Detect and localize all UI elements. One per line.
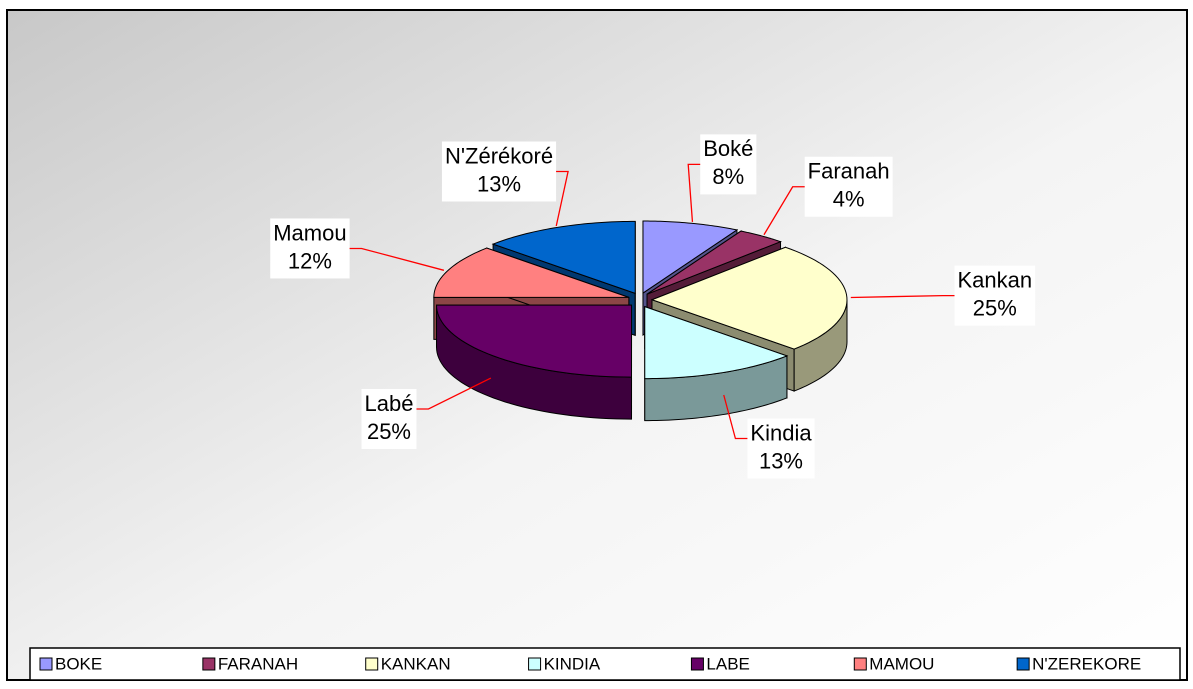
slice <box>433 247 630 298</box>
data-label: Kindia 13% <box>747 418 815 479</box>
legend-label: LABE <box>706 654 749 673</box>
legend-label: MAMOU <box>869 654 934 673</box>
leader-line <box>416 377 492 410</box>
legend-swatch <box>365 657 379 671</box>
slice-label: N'Zérékoré <box>445 143 553 168</box>
legend-label: BOKE <box>55 654 102 673</box>
data-label: Labé 25% <box>361 388 417 449</box>
data-label: Kankan 25% <box>954 265 1036 326</box>
leader-line <box>349 247 445 271</box>
slice <box>644 305 789 380</box>
data-label: Boké 8% <box>700 134 757 195</box>
value-label: 13% <box>477 171 521 196</box>
slice <box>435 304 633 378</box>
leader-line <box>555 170 569 227</box>
legend: BOKE FARANAH KANKAN KINDIA LABE MAMOU N'ZEREKO… <box>39 654 1141 673</box>
label-background <box>804 156 893 217</box>
data-label: N'Zérékoré 13% <box>441 141 557 202</box>
label-background <box>954 265 1036 326</box>
label-background <box>700 134 757 195</box>
value-label: 25% <box>973 295 1017 320</box>
pie-tops <box>433 220 848 380</box>
value-label: 13% <box>759 448 803 473</box>
value-label: 4% <box>833 187 865 212</box>
legend-label: FARANAH <box>218 654 298 673</box>
leader-line <box>763 186 805 236</box>
legend-swatch <box>853 657 867 671</box>
legend-swatch <box>1016 657 1030 671</box>
value-label: 25% <box>367 419 411 444</box>
data-labels: Boké 8% Faranah 4% Kankan 25% Kindia 13% Labé 25%… <box>270 134 1036 479</box>
slice <box>642 220 739 294</box>
legend-label: KINDIA <box>544 654 601 673</box>
label-background <box>361 388 417 449</box>
label-background <box>441 141 557 202</box>
label-background <box>747 418 815 479</box>
leader-line <box>687 163 701 222</box>
slice <box>650 246 848 350</box>
legend-box <box>29 647 1181 681</box>
legend-swatch <box>690 657 704 671</box>
legend-swatch <box>202 657 216 671</box>
leader-line <box>723 394 748 440</box>
slice-label: Mamou <box>273 220 346 245</box>
slice-label: Faranah <box>808 159 890 184</box>
legend-swatch <box>528 657 542 671</box>
legend-swatch <box>39 657 53 671</box>
slice <box>491 220 636 295</box>
data-label: Mamou 12% <box>270 218 350 279</box>
slice-label: Kankan <box>958 267 1033 292</box>
value-label: 8% <box>712 164 744 189</box>
legend-label: N'ZEREKORE <box>1032 654 1141 673</box>
value-label: 12% <box>288 248 332 273</box>
legend-label: KANKAN <box>381 654 451 673</box>
leader-line <box>850 294 955 299</box>
slice-label: Kindia <box>750 420 812 445</box>
slice-label: Boké <box>703 136 753 161</box>
label-background <box>270 218 350 279</box>
data-label: Faranah 4% <box>804 156 893 217</box>
slice <box>646 230 782 295</box>
slice-label: Labé <box>365 391 414 416</box>
